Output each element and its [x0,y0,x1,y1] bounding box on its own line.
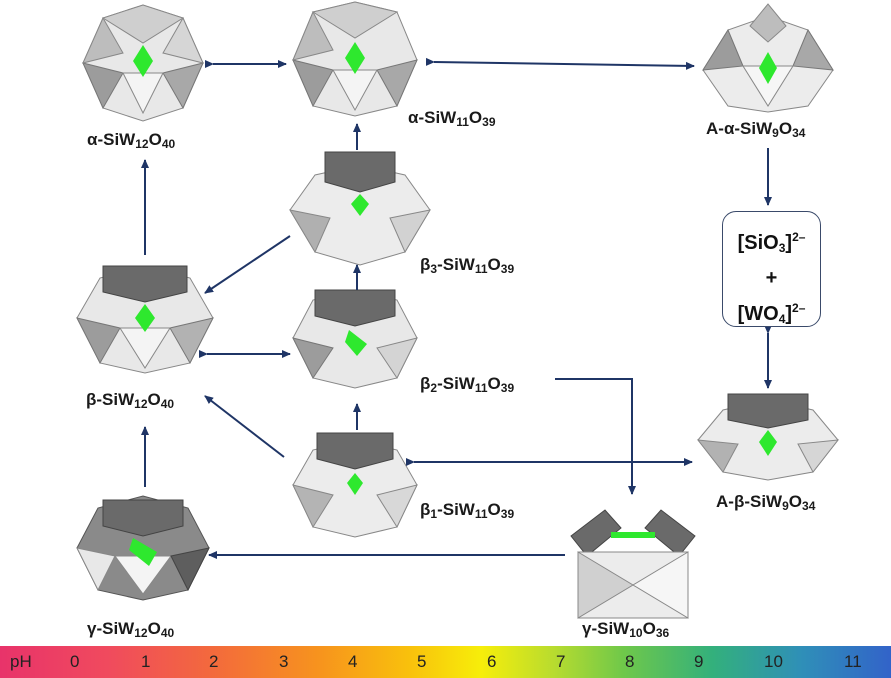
polyhedron-alpha-siw11o39 [292,1,418,117]
label-beta1-siw11o39: β1-SiW11O39 [420,500,515,521]
arrow-beta2-gamma10 [555,378,636,495]
polyhedron-gamma-siw10o36 [570,509,696,619]
ph-tick-6: 6 [487,652,497,671]
polyhedron-beta3-siw11o39 [288,151,432,266]
ph-tick-0: 0 [70,652,80,671]
label-alpha-siw11o39: α-SiW11O39 [408,108,496,129]
ph-tick-8: 8 [625,652,635,671]
label-gamma-siw10o36: γ-SiW10O36 [582,619,670,640]
silicate-formula: [SiO3]2– [737,230,806,255]
ph-scale-bar [0,646,891,678]
ph-tick-4: 4 [348,652,358,671]
label-a-alpha-siw9o34: A-α-SiW9O34 [706,119,806,140]
ph-label: pH [10,652,32,671]
arrow-alpha11-aalpha9 [425,57,695,70]
ph-tick-7: 7 [556,652,566,671]
polyhedron-a-beta-siw9o34 [696,393,840,481]
polyhedron-alpha-siw12o40 [82,4,204,122]
tungstate-formula: [WO4]2– [737,301,806,326]
ph-tick-11: 11 [844,652,862,671]
label-beta3-siw11o39: β3-SiW11O39 [420,255,515,276]
arrow-beta3-beta12 [204,235,291,294]
ph-tick-1: 1 [141,652,151,671]
label-a-beta-siw9o34: A-β-SiW9O34 [716,492,816,513]
label-alpha-siw12o40: α-SiW12O40 [87,130,176,151]
label-beta-siw12o40: β-SiW12O40 [86,390,175,411]
ph-tick-3: 3 [279,652,289,671]
label-gamma-siw12o40: γ-SiW12O40 [87,619,175,640]
ph-tick-10: 10 [764,652,783,671]
polyhedron-beta1-siw11o39 [292,432,418,538]
polyhedron-beta-siw12o40 [76,265,214,374]
polyhedron-gamma-siw12o40 [76,495,210,601]
reagent-box: [SiO3]2– + [WO4]2– [722,211,821,327]
polyhedron-a-alpha-siw9o34 [702,3,834,113]
label-beta2-siw11o39: β2-SiW11O39 [420,374,515,395]
ph-tick-5: 5 [417,652,427,671]
plus-sign: + [765,267,778,289]
polyhedron-beta2-siw11o39 [292,289,418,389]
arrow-beta1-beta12 [204,395,285,458]
ph-tick-9: 9 [694,652,704,671]
ph-tick-2: 2 [209,652,219,671]
